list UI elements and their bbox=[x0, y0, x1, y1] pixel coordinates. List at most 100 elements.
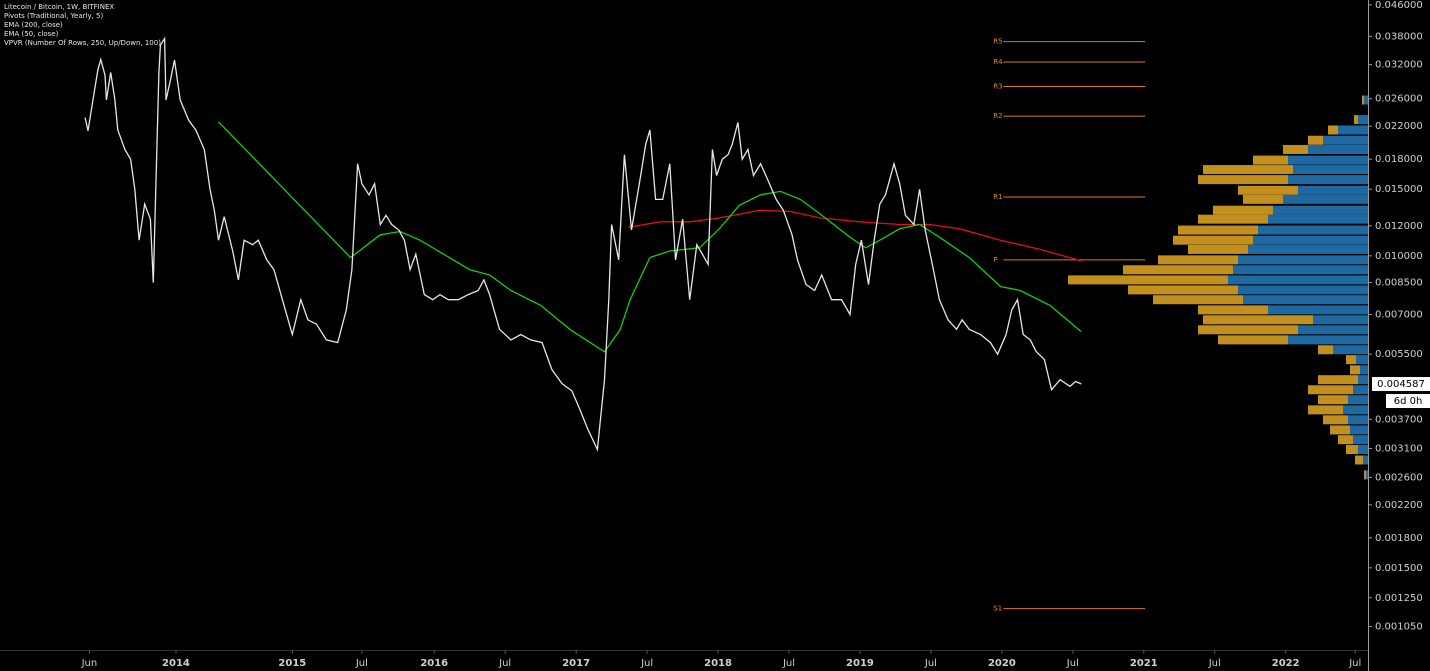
pivot-label: R5 bbox=[993, 38, 1002, 46]
profile-up-bar bbox=[1293, 165, 1368, 175]
ema-line bbox=[218, 121, 1082, 353]
y-tick-label: 0.008500 bbox=[1375, 278, 1423, 289]
y-tick-label: 0.026000 bbox=[1375, 94, 1423, 105]
x-tick-label: 2016 bbox=[420, 658, 448, 669]
y-tick-label: 0.001050 bbox=[1375, 621, 1423, 632]
x-tick-label: Jul bbox=[1066, 658, 1079, 669]
x-tick-label: 2019 bbox=[846, 658, 874, 669]
profile-up-bar bbox=[1338, 125, 1368, 135]
y-tick-label: 0.002600 bbox=[1375, 472, 1423, 483]
profile-down-bar bbox=[1308, 405, 1343, 415]
indicator-label: EMA (50, close) bbox=[4, 30, 59, 38]
pivot-label: P bbox=[993, 256, 997, 264]
profile-up-bar bbox=[1238, 285, 1368, 295]
profile-up-bar bbox=[1253, 235, 1368, 245]
profile-up-bar bbox=[1298, 325, 1368, 335]
profile-down-bar bbox=[1068, 275, 1228, 285]
profile-up-bar bbox=[1243, 295, 1368, 305]
chart-title: Litecoin / Bitcoin, 1W, BITFINEX bbox=[4, 3, 114, 11]
profile-down-bar bbox=[1123, 265, 1233, 275]
profile-up-bar bbox=[1248, 244, 1368, 254]
profile-down-bar bbox=[1346, 445, 1358, 455]
profile-up-bar bbox=[1348, 415, 1368, 425]
profile-up-bar bbox=[1238, 255, 1368, 265]
profile-up-bar bbox=[1308, 144, 1368, 154]
x-tick-label: 2020 bbox=[988, 658, 1016, 669]
profile-down-bar bbox=[1350, 365, 1360, 375]
x-tick-label: Jul bbox=[498, 658, 511, 669]
profile-up-bar bbox=[1333, 345, 1368, 355]
profile-up-bar bbox=[1288, 335, 1368, 345]
profile-up-bar bbox=[1353, 385, 1368, 395]
profile-down-bar bbox=[1178, 225, 1258, 235]
x-tick-label: 2022 bbox=[1272, 658, 1300, 669]
profile-up-bar bbox=[1364, 95, 1368, 105]
x-tick-label: Jun bbox=[81, 658, 98, 669]
indicator-label: Pivots (Traditional, Yearly, 5) bbox=[4, 12, 103, 20]
profile-down-bar bbox=[1338, 435, 1353, 445]
y-tick-label: 0.001800 bbox=[1375, 533, 1423, 544]
x-tick-label: Jul bbox=[1348, 658, 1361, 669]
profile-down-bar bbox=[1253, 155, 1288, 165]
profile-up-bar bbox=[1350, 425, 1368, 435]
x-tick-label: 2018 bbox=[704, 658, 732, 669]
y-tick-label: 0.001250 bbox=[1375, 593, 1423, 604]
profile-down-bar bbox=[1198, 305, 1268, 315]
profile-up-bar bbox=[1233, 265, 1368, 275]
profile-down-bar bbox=[1198, 175, 1288, 185]
profile-down-bar bbox=[1243, 194, 1283, 204]
ema-line bbox=[628, 209, 1082, 262]
profile-down-bar bbox=[1323, 415, 1348, 425]
x-tick-label: Jul bbox=[1208, 658, 1221, 669]
profile-up-bar bbox=[1228, 275, 1368, 285]
profile-up-bar bbox=[1360, 365, 1368, 375]
y-tick-label: 0.005500 bbox=[1375, 349, 1423, 360]
pivot-label: R2 bbox=[993, 112, 1002, 120]
y-tick-label: 0.015000 bbox=[1375, 184, 1423, 195]
profile-up-bar bbox=[1258, 225, 1368, 235]
x-tick-label: 2014 bbox=[162, 658, 190, 669]
x-tick-label: Jul bbox=[924, 658, 937, 669]
y-tick-label: 0.018000 bbox=[1375, 154, 1423, 165]
y-tick-label: 0.002200 bbox=[1375, 500, 1423, 511]
profile-down-bar bbox=[1158, 255, 1238, 265]
profile-down-bar bbox=[1188, 244, 1248, 254]
last-price-label: 0.004587 bbox=[1377, 379, 1425, 390]
pivot-label: R1 bbox=[993, 193, 1002, 201]
profile-down-bar bbox=[1328, 125, 1338, 135]
profile-down-bar bbox=[1238, 185, 1298, 195]
y-tick-label: 0.046000 bbox=[1375, 0, 1423, 11]
profile-down-bar bbox=[1218, 335, 1288, 345]
profile-down-bar bbox=[1173, 235, 1253, 245]
y-tick-label: 0.003100 bbox=[1375, 443, 1423, 454]
y-tick-label: 0.001500 bbox=[1375, 563, 1423, 574]
profile-up-bar bbox=[1288, 175, 1368, 185]
profile-down-bar bbox=[1203, 315, 1313, 325]
profile-down-bar bbox=[1153, 295, 1243, 305]
profile-down-bar bbox=[1318, 395, 1348, 405]
profile-up-bar bbox=[1343, 405, 1368, 415]
profile-up-bar bbox=[1358, 445, 1368, 455]
y-tick-label: 0.007000 bbox=[1375, 310, 1423, 321]
profile-down-bar bbox=[1198, 214, 1268, 224]
y-tick-label: 0.012000 bbox=[1375, 221, 1423, 232]
profile-down-bar bbox=[1283, 144, 1308, 154]
profile-down-bar bbox=[1198, 325, 1298, 335]
profile-up-bar bbox=[1323, 135, 1368, 145]
profile-down-bar bbox=[1354, 115, 1358, 125]
profile-up-bar bbox=[1283, 194, 1368, 204]
profile-down-bar bbox=[1346, 355, 1356, 365]
x-tick-label: Jul bbox=[355, 658, 368, 669]
profile-up-bar bbox=[1358, 115, 1368, 125]
pivot-label: R4 bbox=[993, 58, 1003, 66]
profile-up-bar bbox=[1363, 455, 1368, 465]
profile-up-bar bbox=[1356, 355, 1368, 365]
y-tick-label: 0.038000 bbox=[1375, 31, 1423, 42]
profile-down-bar bbox=[1362, 95, 1364, 105]
countdown-box bbox=[1386, 394, 1430, 409]
profile-up-bar bbox=[1268, 305, 1368, 315]
profile-down-bar bbox=[1330, 425, 1350, 435]
axis-panel bbox=[1368, 0, 1430, 671]
x-tick-label: Jul bbox=[782, 658, 795, 669]
